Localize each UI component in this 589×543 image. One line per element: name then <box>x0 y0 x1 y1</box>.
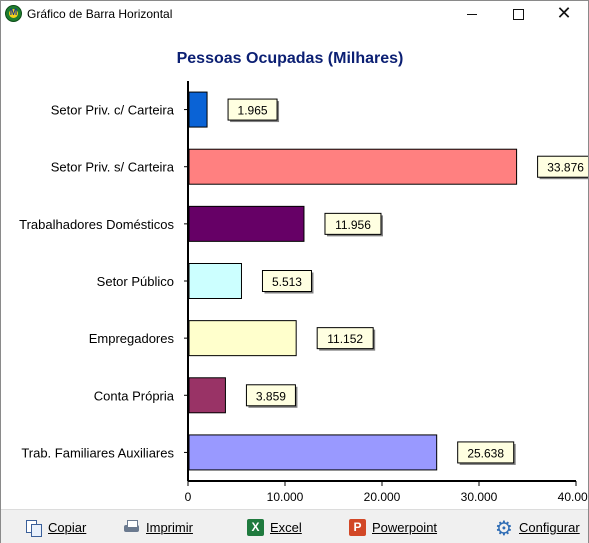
app-logo-icon: M <box>5 5 22 22</box>
category-label: Empregadores <box>89 331 175 346</box>
value-label-box <box>457 441 515 464</box>
excel-button[interactable]: X Excel <box>247 516 302 538</box>
copy-icon <box>25 519 42 537</box>
value-label-box <box>316 327 374 350</box>
excel-button-label: Excel <box>270 519 302 535</box>
bar-0 <box>188 91 208 128</box>
bar-6 <box>188 434 438 471</box>
category-label: Trabalhadores Domésticos <box>19 217 174 232</box>
configure-button[interactable]: ⚙ Configurar <box>495 515 580 540</box>
value-label-box <box>227 98 278 121</box>
value-label: 11.152 <box>327 332 363 346</box>
copy-button[interactable]: Copiar <box>25 516 86 538</box>
value-label: 3.859 <box>256 389 286 403</box>
x-tick-label: 10.000 <box>267 490 304 504</box>
title-bar[interactable]: M Gráfico de Barra Horizontal ✕ <box>1 1 588 27</box>
value-label: 11.956 <box>335 218 371 232</box>
maximize-icon <box>512 8 524 20</box>
value-label-box <box>261 270 312 292</box>
close-icon: ✕ <box>556 3 572 24</box>
gear-icon: ⚙ <box>495 515 513 540</box>
bar-5 <box>188 377 226 414</box>
category-label: Setor Priv. s/ Carteira <box>51 160 175 175</box>
bar-3 <box>188 263 242 299</box>
x-tick-label: 30.000 <box>461 490 498 504</box>
powerpoint-button[interactable]: P Powerpoint <box>349 516 437 538</box>
powerpoint-icon: P <box>349 518 366 536</box>
powerpoint-button-label: Powerpoint <box>372 519 438 535</box>
bar-2 <box>188 205 305 242</box>
bar-4 <box>188 320 297 357</box>
configure-button-label: Configurar <box>519 519 580 535</box>
bar-chart: Pessoas Ocupadas (Milhares) Setor Priv. c… <box>19 50 588 504</box>
bar-1 <box>188 148 518 185</box>
x-tick-label: 0 <box>185 490 192 504</box>
category-label: Conta Própria <box>94 388 175 403</box>
value-label-box <box>324 212 382 235</box>
minimize-icon <box>467 13 477 15</box>
value-label: 33.876 <box>547 161 584 175</box>
close-button[interactable]: ✕ <box>541 1 587 27</box>
category-label: Setor Priv. c/ Carteira <box>51 103 175 118</box>
maximize-button[interactable] <box>495 1 541 27</box>
bottom-toolbar: Copiar Imprimir X Excel P Powerpoint ⚙ C… <box>1 509 588 543</box>
print-button[interactable]: Imprimir <box>123 516 193 538</box>
value-label-box <box>245 384 296 407</box>
value-label: 25.638 <box>467 446 504 460</box>
value-label: 5.513 <box>272 275 302 289</box>
copy-button-label: Copiar <box>48 519 87 535</box>
x-tick-label: 20.000 <box>364 490 401 504</box>
window-title: Gráfico de Barra Horizontal <box>27 7 173 21</box>
value-label-box <box>537 155 588 178</box>
category-label: Trab. Familiares Auxiliares <box>21 445 174 460</box>
chart-area: Pessoas Ocupadas (Milhares) Setor Priv. c… <box>1 27 588 509</box>
value-label: 1.965 <box>238 104 268 118</box>
category-label: Setor Público <box>97 274 174 289</box>
print-button-label: Imprimir <box>146 519 193 535</box>
chart-title: Pessoas Ocupadas (Milhares) <box>177 50 404 67</box>
x-tick-label: 40.000 <box>558 490 588 504</box>
excel-icon: X <box>247 518 264 536</box>
minimize-button[interactable] <box>449 1 495 27</box>
printer-icon <box>123 519 140 536</box>
